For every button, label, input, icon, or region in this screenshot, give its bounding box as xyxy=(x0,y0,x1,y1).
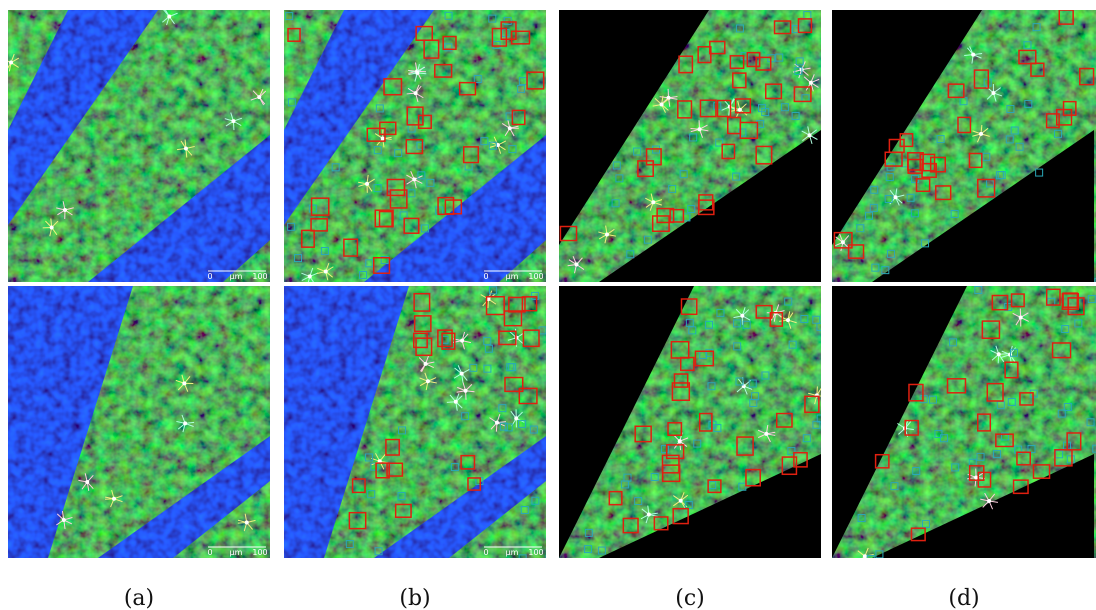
panel-content: 0 μm 100 xyxy=(8,286,270,558)
soma xyxy=(508,126,512,130)
soma xyxy=(678,439,682,443)
scale-unit: μm xyxy=(230,548,243,557)
soma xyxy=(412,177,416,181)
soma xyxy=(575,263,579,267)
scale-end: 100 xyxy=(252,272,267,281)
soma xyxy=(464,389,468,393)
soma xyxy=(424,362,428,366)
soma xyxy=(454,400,458,404)
micrograph-panel: 0 μm 100 xyxy=(8,286,270,558)
soma xyxy=(786,318,790,322)
soma xyxy=(764,432,768,436)
scale-unit: μm xyxy=(506,272,519,281)
soma xyxy=(679,499,683,503)
soma xyxy=(987,499,991,503)
soma xyxy=(740,314,744,318)
soma xyxy=(738,108,742,112)
panel-label: (d) xyxy=(948,586,979,610)
soma xyxy=(183,421,187,425)
soma xyxy=(381,136,385,140)
soma xyxy=(167,15,171,19)
soma xyxy=(514,416,518,420)
micrograph-panel xyxy=(832,286,1096,564)
micrograph-panel: 0 μm 100 xyxy=(3,9,270,282)
soma xyxy=(997,352,1001,356)
micrograph-panel xyxy=(559,10,821,282)
micrograph-panel: 0 μm 100 xyxy=(284,286,553,562)
soma xyxy=(863,554,867,558)
scale-start: 0 xyxy=(483,272,488,281)
micrograph-panel: 0 μm 100 xyxy=(284,10,546,285)
soma xyxy=(85,480,89,484)
panel-content: 0 μm 100 xyxy=(284,10,546,285)
soma xyxy=(308,274,312,278)
soma xyxy=(698,127,702,131)
panel-label: (c) xyxy=(675,586,705,610)
soma xyxy=(9,61,13,65)
scale-end: 100 xyxy=(528,548,543,557)
soma xyxy=(63,208,67,212)
panel-label: (b) xyxy=(399,586,430,610)
soma xyxy=(112,497,116,501)
soma xyxy=(257,95,261,99)
soma xyxy=(182,381,186,385)
scale-unit: μm xyxy=(506,548,519,557)
soma xyxy=(979,132,983,136)
soma xyxy=(660,103,664,107)
micrograph-panel xyxy=(559,286,826,558)
soma xyxy=(971,53,975,57)
soma xyxy=(841,240,845,244)
panel-content xyxy=(559,286,826,558)
soma xyxy=(426,379,430,383)
panel-content xyxy=(832,10,1096,285)
soma xyxy=(991,91,995,95)
soma xyxy=(62,518,66,522)
soma xyxy=(894,195,898,199)
panel-content xyxy=(559,10,821,282)
soma xyxy=(460,372,464,376)
scale-start: 0 xyxy=(483,548,488,557)
soma xyxy=(365,182,369,186)
soma xyxy=(415,71,419,75)
soma xyxy=(460,339,464,343)
scale-start: 0 xyxy=(207,272,212,281)
scale-unit: μm xyxy=(230,272,243,281)
panel-label: (a) xyxy=(124,586,154,610)
panel-content: 0 μm 100 xyxy=(284,286,553,562)
micrograph-panel xyxy=(832,10,1096,285)
scale-end: 100 xyxy=(252,548,267,557)
soma xyxy=(184,147,188,151)
panel-content xyxy=(832,286,1096,564)
soma xyxy=(1019,315,1023,319)
soma xyxy=(647,513,651,517)
soma xyxy=(231,119,235,123)
scale-start: 0 xyxy=(207,548,212,557)
soma xyxy=(809,81,813,85)
soma xyxy=(605,232,609,236)
soma xyxy=(324,270,328,274)
soma xyxy=(808,133,812,137)
soma xyxy=(245,521,249,525)
soma xyxy=(974,476,978,480)
figure: 0 μm 100 0 μm 100 0 μm 100 0 μm 100 (a) (b) (c) (d) xyxy=(0,0,1096,610)
soma xyxy=(414,91,418,95)
panel-content: 0 μm 100 xyxy=(3,9,270,282)
soma xyxy=(50,225,54,229)
soma xyxy=(651,200,655,204)
soma xyxy=(495,421,499,425)
scale-end: 100 xyxy=(528,272,543,281)
